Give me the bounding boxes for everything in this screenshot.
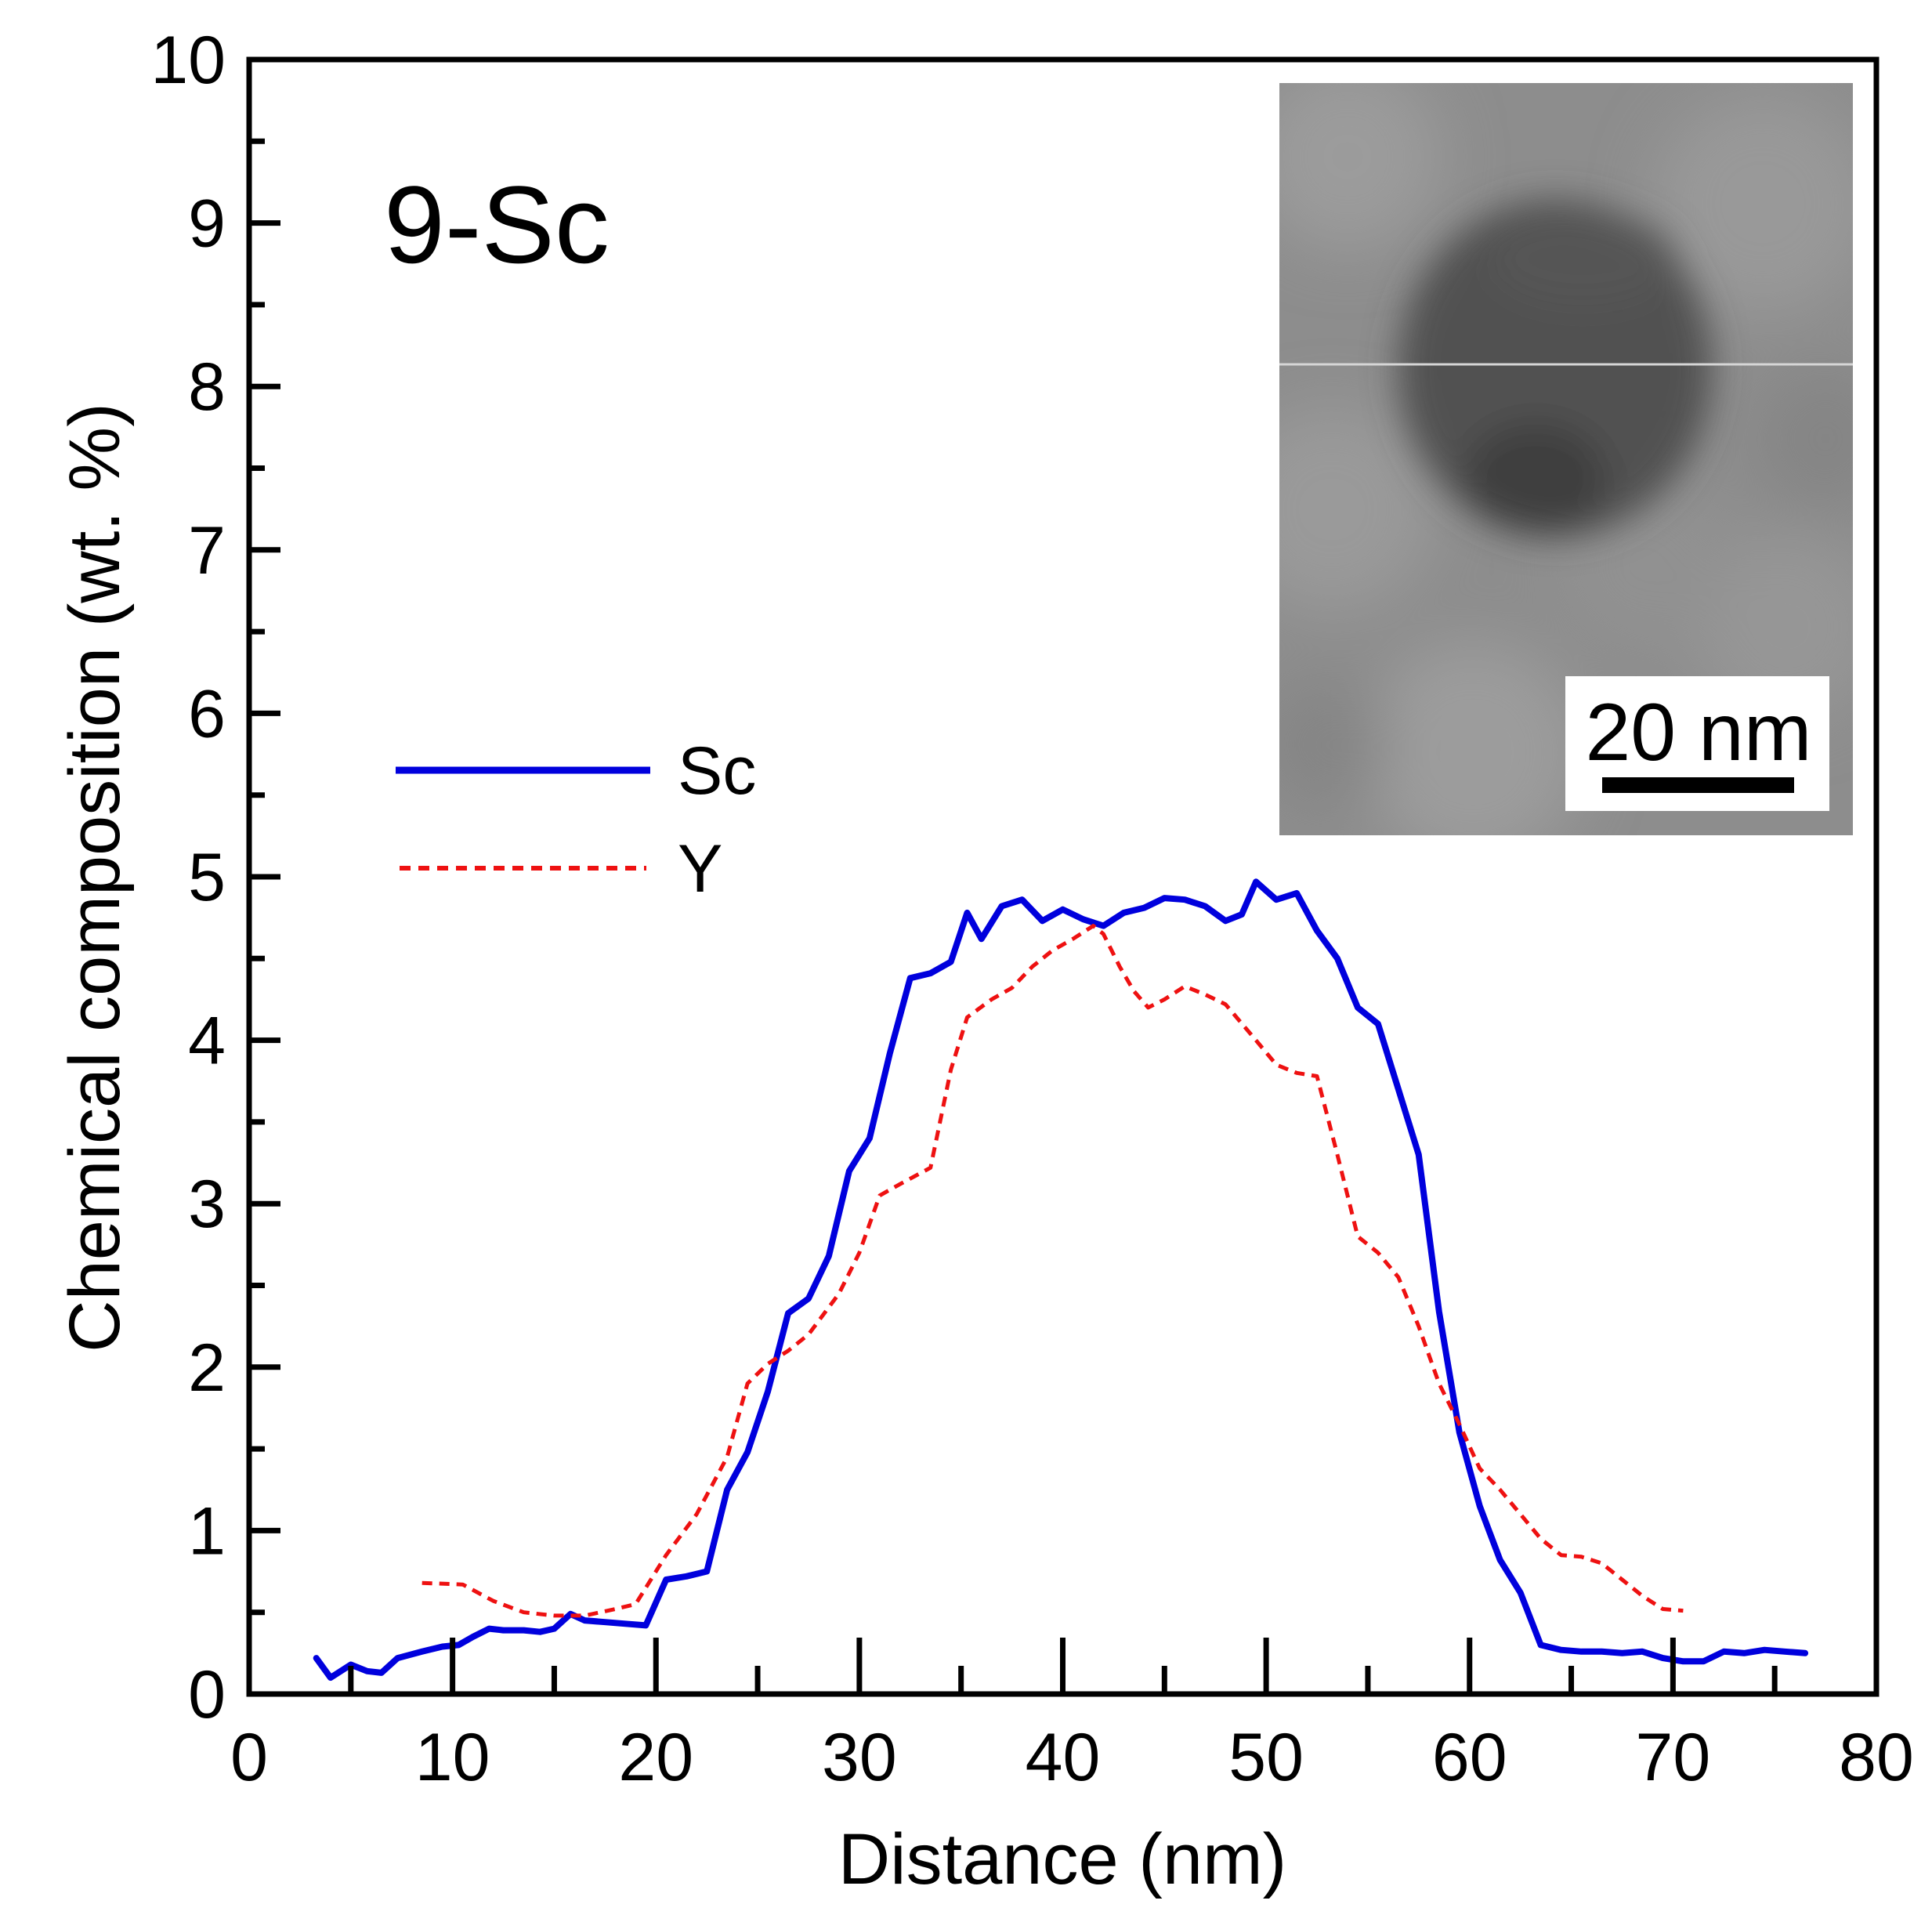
x-tick-label: 30 bbox=[822, 1720, 897, 1795]
x-tick-label: 0 bbox=[230, 1720, 268, 1795]
x-tick-label: 40 bbox=[1026, 1720, 1101, 1795]
y-tick-label: 4 bbox=[188, 1004, 226, 1079]
x-tick-label: 60 bbox=[1432, 1720, 1507, 1795]
legend-label-sc: Sc bbox=[678, 733, 756, 809]
x-tick-label: 50 bbox=[1228, 1720, 1304, 1795]
series-layer bbox=[313, 878, 1809, 1682]
x-tick-label: 70 bbox=[1636, 1720, 1711, 1795]
y-tick-label: 6 bbox=[188, 676, 226, 751]
y-tick-label: 2 bbox=[188, 1330, 226, 1406]
plot-frame bbox=[246, 56, 1880, 1697]
x-tick-label: 20 bbox=[618, 1720, 693, 1795]
scale-bar bbox=[1602, 777, 1794, 793]
legend-label-y: Y bbox=[678, 831, 722, 907]
y-tick-label: 5 bbox=[188, 840, 226, 915]
series-y-line bbox=[421, 924, 1684, 1618]
ticks-layer: 0 10 20 30 40 50 60 70 80 0 1 2 3 4 5 6 7 8 9 10 bbox=[150, 23, 1914, 1795]
micrograph-inset: 20 nm bbox=[1279, 83, 1853, 835]
x-tick-label: 10 bbox=[415, 1720, 490, 1795]
y-tick-label: 3 bbox=[188, 1167, 226, 1242]
panel-label: 9-Sc bbox=[384, 163, 610, 286]
scale-bar-label: 20 nm bbox=[1585, 687, 1811, 778]
legend: Sc Y bbox=[396, 733, 756, 907]
x-tick-label: 80 bbox=[1839, 1720, 1914, 1795]
y-tick-label: 1 bbox=[188, 1493, 226, 1569]
y-tick-label: 8 bbox=[188, 349, 226, 425]
series-sc-line bbox=[313, 878, 1809, 1682]
y-tick-label: 0 bbox=[188, 1657, 226, 1732]
y-axis-title: Chemical composition (wt. %) bbox=[55, 403, 135, 1352]
y-tick-label: 9 bbox=[188, 186, 226, 262]
y-tick-label: 10 bbox=[150, 23, 226, 98]
y-tick-label: 7 bbox=[188, 513, 226, 588]
x-axis-title: Distance (nm) bbox=[838, 1819, 1287, 1899]
